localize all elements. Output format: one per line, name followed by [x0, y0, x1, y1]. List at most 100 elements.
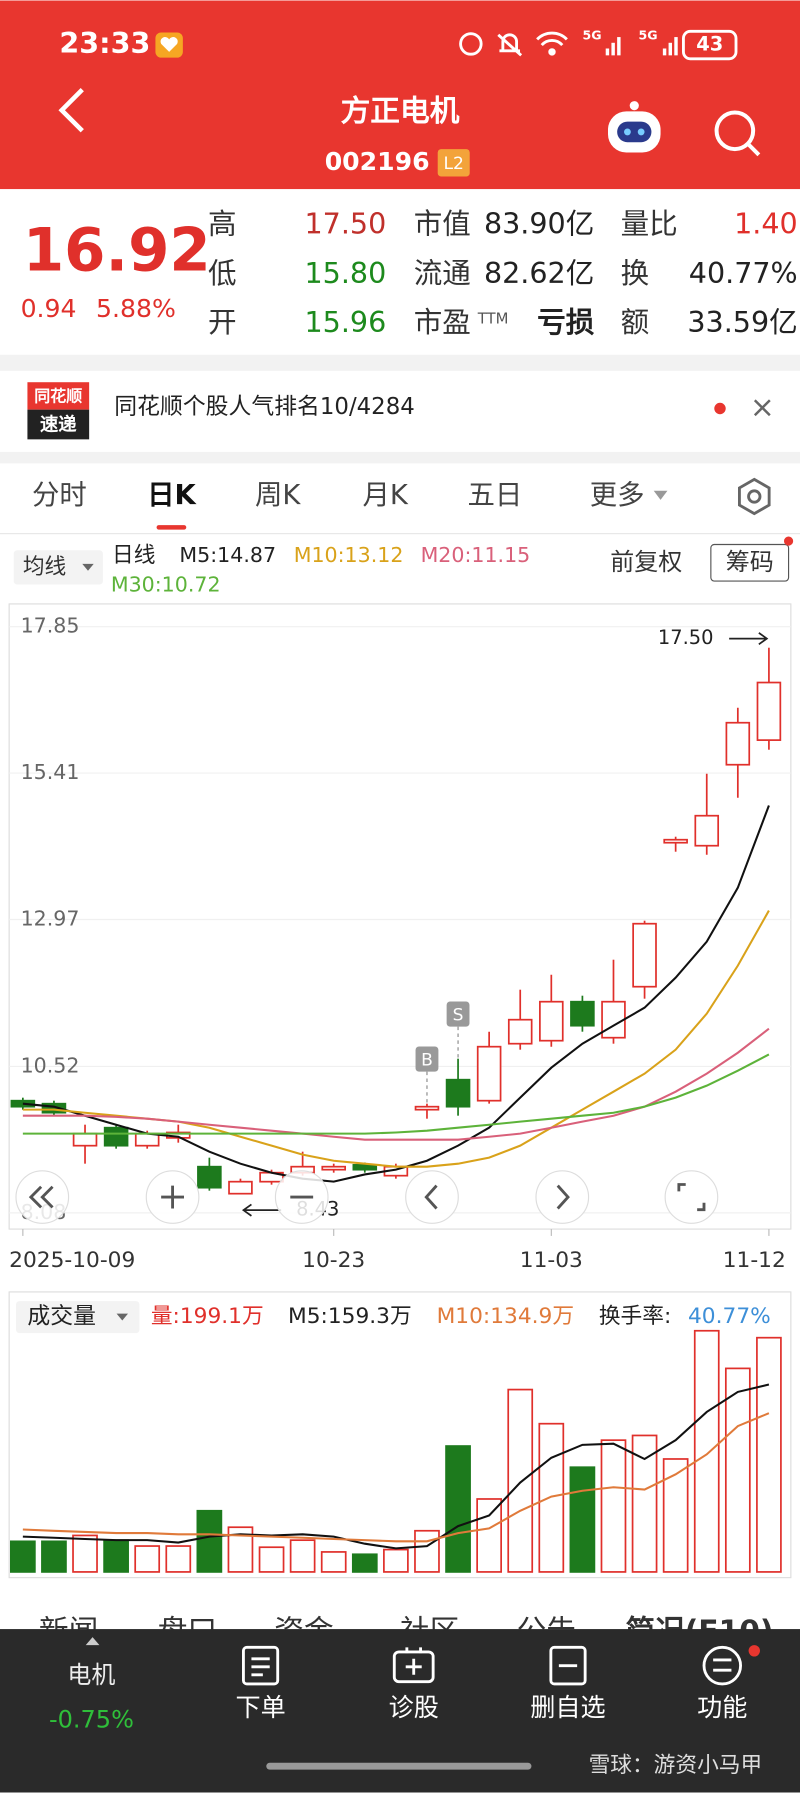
logo-top — [27, 382, 90, 410]
x-tick-label: 2025-10-09 — [9, 1248, 135, 1273]
volume-bar — [538, 1422, 565, 1573]
tab[interactable]: 日K — [147, 480, 197, 511]
stat-value: 15.96 — [305, 305, 387, 339]
volume-bar — [9, 1540, 36, 1573]
tab[interactable]: 五日 — [467, 480, 522, 511]
marker-text: S — [453, 1005, 464, 1025]
ma-line — [22, 1383, 770, 1550]
volume-bar — [165, 1545, 192, 1573]
volume-bar — [600, 1439, 627, 1573]
expand-icon[interactable] — [85, 1637, 100, 1646]
stat-sup: TTM — [477, 309, 509, 327]
ma-line — [22, 805, 770, 1183]
search-button[interactable] — [714, 110, 761, 157]
tab[interactable]: 分时 — [32, 480, 87, 511]
chips: 筹码 — [726, 548, 774, 576]
nav-item[interactable]: 删自选 — [530, 1693, 605, 1722]
scroll-right[interactable] — [535, 1170, 590, 1224]
x-tick-label: 11-03 — [520, 1248, 583, 1273]
battery: 43 — [696, 33, 723, 56]
volume-bar — [258, 1546, 285, 1573]
volume-bar — [476, 1498, 502, 1573]
volume-bar — [662, 1458, 689, 1573]
ma-line — [22, 1027, 770, 1141]
stat-label: 市盈 — [414, 305, 471, 339]
candle-body — [103, 1126, 129, 1147]
volume-legend: 量:199.1万 — [151, 1304, 264, 1329]
candle-body — [228, 1180, 253, 1195]
nav-item[interactable]: 功能 — [697, 1693, 747, 1722]
volume-selector[interactable] — [16, 1301, 140, 1334]
candle-body — [414, 1105, 440, 1111]
change-pct: 5.88% — [96, 294, 176, 323]
stat-label: 市值 — [414, 207, 471, 241]
stat-value: 82.62亿 — [484, 256, 594, 290]
stat-value: 15.80 — [305, 256, 387, 290]
stat-value: 亏损 — [537, 305, 595, 339]
price-frame — [8, 603, 792, 1230]
candle-body — [476, 1045, 502, 1102]
candle-body — [41, 1102, 67, 1114]
turnover-value: 40.77% — [688, 1304, 771, 1329]
stock-title: 方正电机 — [341, 94, 460, 129]
chart-controls — [15, 1170, 719, 1224]
chips-button[interactable] — [710, 543, 790, 582]
volume-bar — [196, 1509, 223, 1573]
nav-item[interactable]: 下单 — [235, 1693, 285, 1722]
scroll-left[interactable] — [405, 1170, 459, 1224]
settings-button[interactable] — [738, 477, 771, 516]
candle-body — [10, 1099, 36, 1108]
volume-bar — [569, 1466, 596, 1573]
y-tick-label: 17.85 — [21, 614, 80, 638]
ma-legend: M5:14.87 — [179, 543, 276, 567]
tab[interactable]: 月K — [362, 480, 408, 511]
level: L2 — [443, 154, 463, 174]
stat-value: 83.90亿 — [484, 207, 594, 241]
period: 日线 — [112, 543, 155, 568]
volume-bar — [289, 1539, 316, 1573]
banner-text: 同花顺个股人气排名10/4284 — [114, 394, 414, 420]
tab[interactable]: 周K — [255, 480, 301, 511]
arrow — [729, 632, 769, 645]
nav-dot — [748, 1645, 760, 1657]
back-button[interactable] — [58, 88, 84, 133]
volume-bar — [72, 1534, 98, 1573]
stat-label: 高 — [208, 207, 237, 241]
candle-body — [601, 1000, 626, 1039]
tab-indicator — [156, 525, 187, 530]
tab[interactable]: 更多 — [590, 480, 645, 511]
candle-body — [539, 1000, 564, 1042]
x-tick-label: 10-23 — [302, 1248, 365, 1273]
candle-body — [197, 1165, 222, 1189]
candle-body — [352, 1164, 378, 1171]
ma-selector[interactable] — [13, 550, 103, 585]
assistant-icon[interactable] — [608, 101, 661, 153]
signal-bars — [605, 37, 678, 56]
divider — [0, 451, 800, 464]
ma-legend: M10:13.12 — [294, 543, 404, 567]
candle-body — [445, 1078, 471, 1108]
logo-text: 同花顺 — [34, 387, 82, 406]
ma-legend: M30:10.72 — [111, 573, 221, 597]
adjust[interactable]: 前复权 — [610, 548, 682, 576]
candle-body — [570, 1000, 595, 1027]
nav-item[interactable]: 诊股 — [389, 1693, 439, 1722]
volume-bar — [724, 1367, 751, 1573]
status-time: 23:33 — [59, 26, 150, 60]
y-tick-label: 15.41 — [21, 760, 80, 784]
logo-text: 速递 — [40, 414, 77, 436]
marker-text: B — [421, 1050, 433, 1070]
banner-close[interactable]: × — [750, 390, 775, 425]
volume-bar — [445, 1445, 471, 1573]
candle-body — [134, 1132, 160, 1147]
banner-dot — [714, 402, 726, 415]
y-tick-label: 10.52 — [21, 1053, 80, 1077]
fullscreen[interactable] — [664, 1170, 719, 1224]
x-tick-label: 11-12 — [723, 1248, 786, 1273]
stat-value: 1.40 — [734, 207, 798, 241]
marker-box — [415, 1046, 439, 1072]
stat-label: 开 — [208, 305, 237, 339]
candle-body — [756, 681, 782, 741]
high-label: 17.50 — [658, 626, 714, 649]
